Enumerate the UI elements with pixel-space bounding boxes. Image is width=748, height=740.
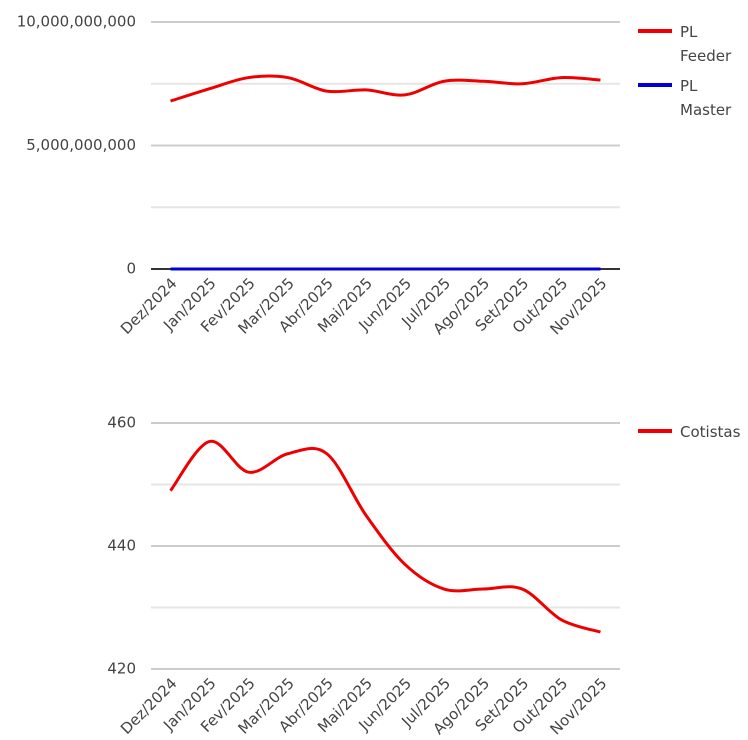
legend-swatch	[638, 429, 672, 433]
legend-label: PL Master	[680, 77, 732, 119]
legend-item[interactable]: Cotistas	[638, 420, 748, 444]
y-tick-label: 0	[126, 260, 136, 278]
legend-swatch	[638, 83, 672, 87]
legend-item[interactable]: PL Master	[638, 74, 748, 122]
legend-label: PL Feeder	[680, 23, 732, 65]
y-tick-label: 440	[107, 537, 136, 555]
line-series	[169, 439, 601, 634]
y-tick-label: 420	[107, 660, 136, 678]
legend-item[interactable]: PL Feeder	[638, 20, 748, 68]
legend-swatch	[638, 29, 672, 33]
y-tick-label: 460	[107, 414, 136, 432]
y-tick-label: 5,000,000,000	[26, 136, 136, 154]
y-tick-label: 10,000,000,000	[17, 13, 136, 31]
legend-label: Cotistas	[680, 423, 741, 441]
line-series	[170, 74, 601, 103]
